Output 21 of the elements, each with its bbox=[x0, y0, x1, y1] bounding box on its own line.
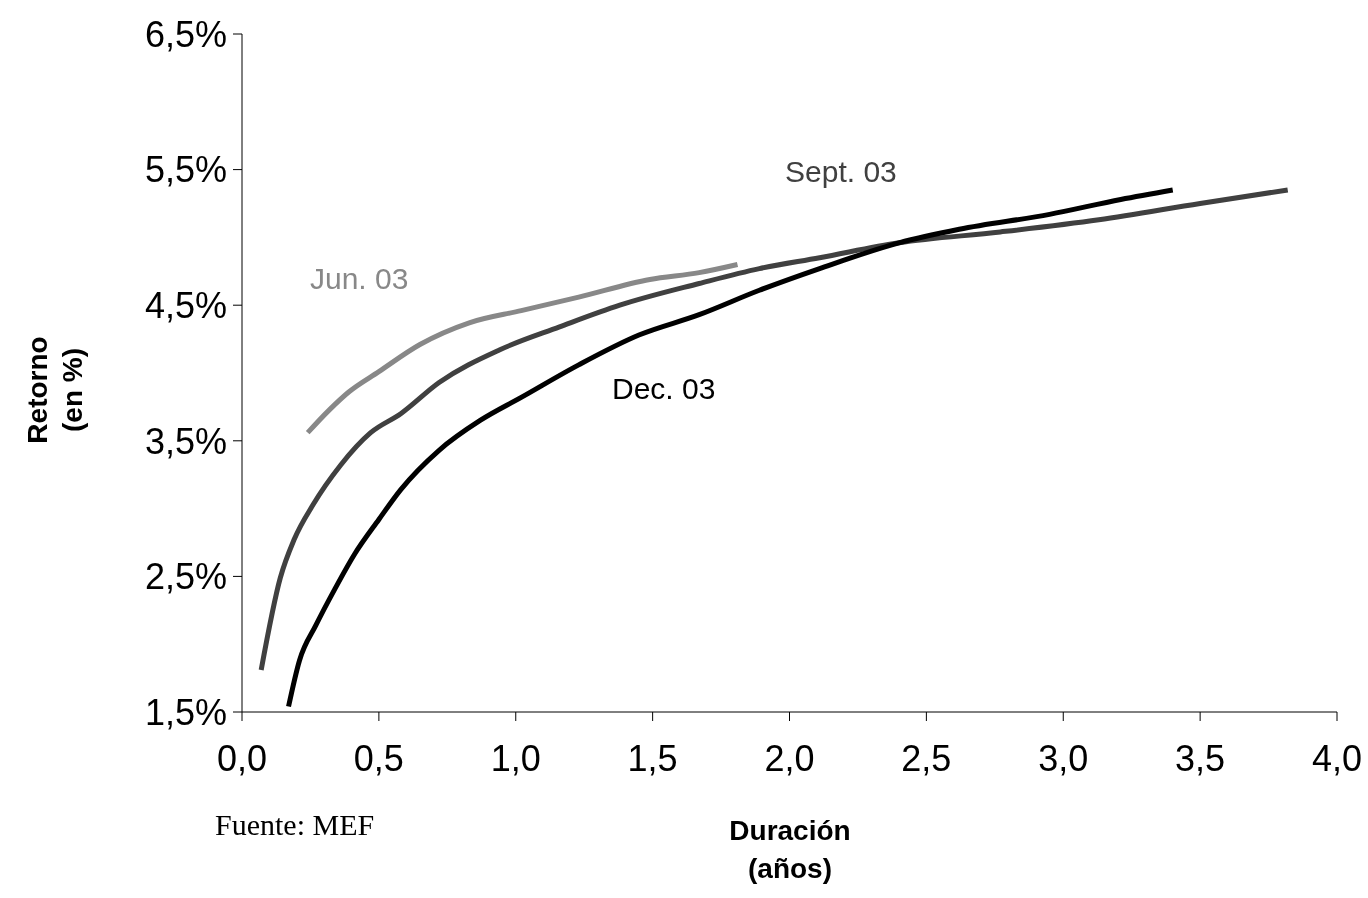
x-tick-label: 3,5 bbox=[1175, 737, 1226, 779]
y-tick-label: 2,5% bbox=[144, 556, 227, 598]
x-axis-title: Duración (años) bbox=[728, 814, 852, 886]
series-label: Dec. 03 bbox=[612, 372, 716, 406]
y-tick-label: 6,5% bbox=[144, 13, 227, 55]
y-tick-label: 1,5% bbox=[144, 691, 227, 733]
y-tick-label: 4,5% bbox=[144, 284, 227, 326]
x-tick-label: 0,5 bbox=[353, 737, 404, 779]
x-tick-label: 2,0 bbox=[764, 737, 815, 779]
x-tick-label: 0,0 bbox=[216, 737, 268, 779]
x-tick-label: 2,5 bbox=[901, 737, 952, 779]
x-tick-label: 1,0 bbox=[490, 737, 541, 779]
x-tick-label: 3,0 bbox=[1038, 737, 1089, 779]
x-tick-label: 4,0 bbox=[1311, 737, 1363, 779]
y-axis-title: Retorno (en %) bbox=[21, 336, 89, 444]
y-tick-label: 3,5% bbox=[144, 420, 227, 462]
source-note: Fuente: MEF bbox=[215, 808, 375, 842]
series-label: Sept. 03 bbox=[785, 155, 897, 189]
y-tick-label: 5,5% bbox=[144, 149, 227, 191]
x-tick-label: 1,5 bbox=[627, 737, 678, 779]
series-label: Jun. 03 bbox=[310, 262, 409, 296]
